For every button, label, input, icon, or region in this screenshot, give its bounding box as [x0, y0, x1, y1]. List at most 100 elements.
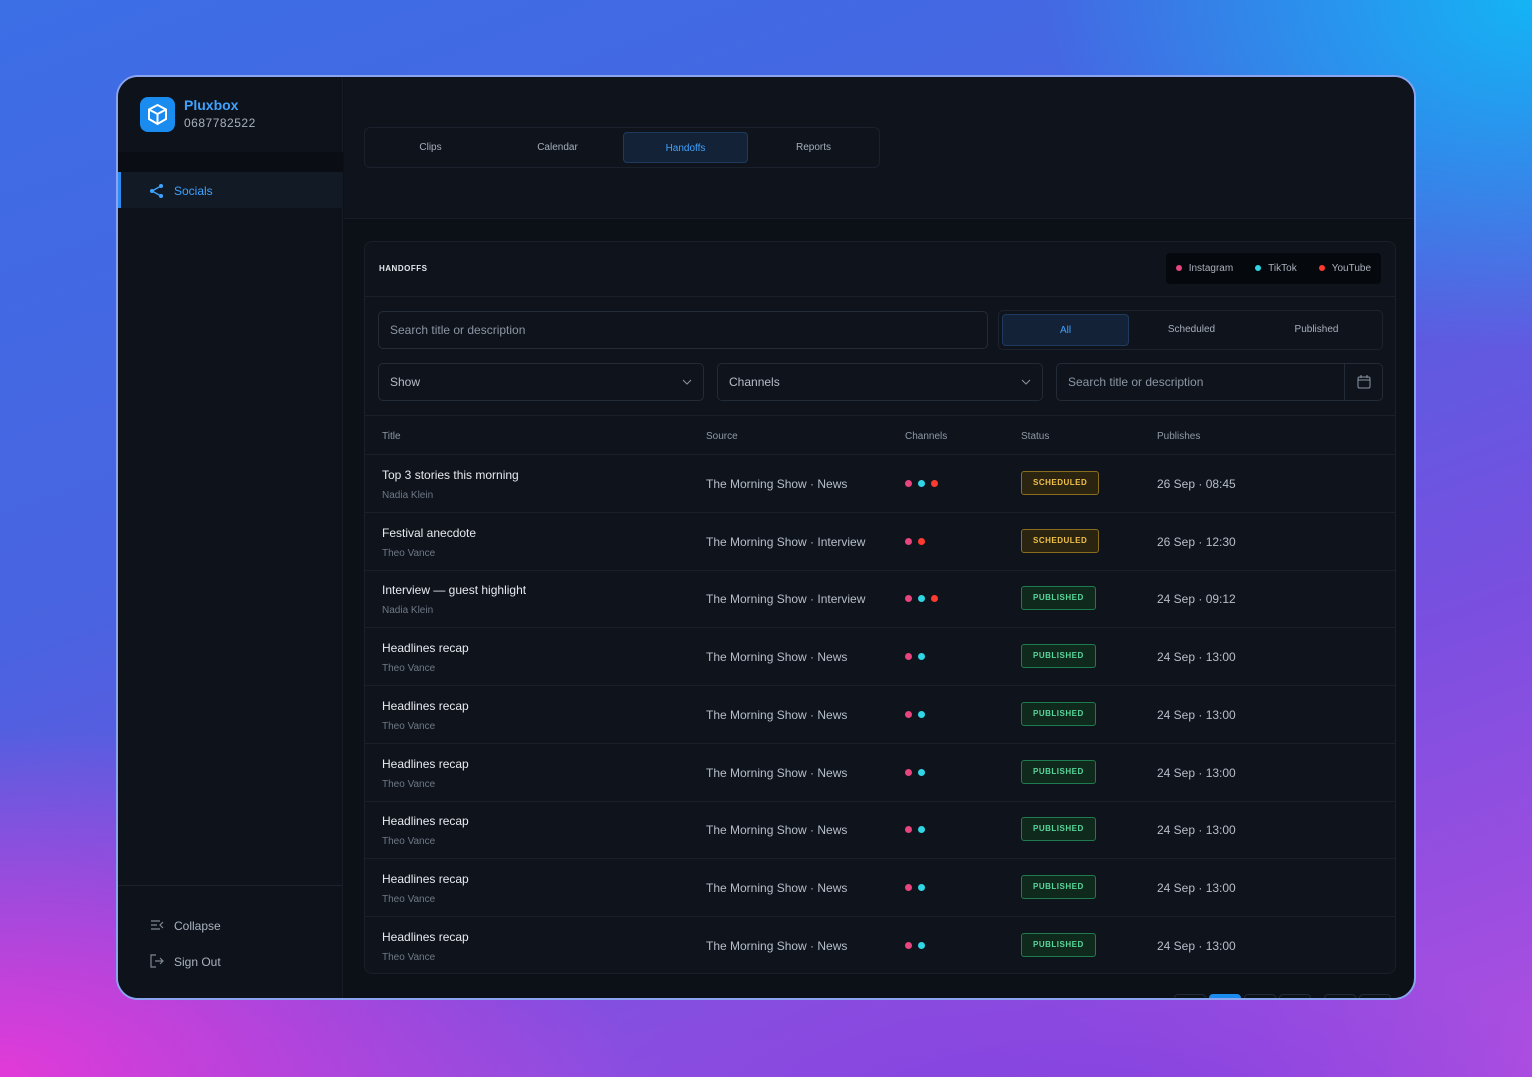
legend-label: YouTube [1331, 263, 1371, 274]
row-publishes: 24 Sep · 13:00 [1157, 650, 1236, 665]
table-row[interactable]: Headlines recap Theo Vance The Morning Sho… [365, 744, 1395, 802]
sign-out[interactable]: Sign Out [174, 955, 221, 969]
row-source: The Morning Show · Interview [706, 592, 866, 607]
channel-dot [905, 595, 912, 603]
tab[interactable]: Reports [795, 142, 831, 153]
row-author: Theo Vance [382, 547, 436, 559]
divider [118, 152, 343, 172]
filter-option[interactable]: All [1002, 314, 1129, 346]
channel-dot [905, 941, 912, 949]
table-row[interactable]: Festival anecdote Theo Vance The Morning S… [365, 513, 1395, 571]
row-author: Theo Vance [382, 720, 436, 732]
channel-dot [905, 480, 912, 487]
chevron [1021, 379, 1031, 385]
select[interactable]: Channels [717, 363, 1043, 401]
table-header: Title Source Channels Status Publishes [365, 415, 1395, 455]
channel-dot [905, 653, 912, 661]
row-publishes: 24 Sep · 13:00 [1157, 765, 1236, 780]
tabs: Clips Calendar Handoffs Reports [364, 127, 880, 168]
filter-option[interactable]: Published [1294, 324, 1339, 335]
table-row[interactable]: Headlines recap Theo Vance The Morning Sho… [365, 917, 1395, 973]
sidebar-footer [118, 885, 343, 886]
row-source: The Morning Show · News [706, 880, 848, 895]
row-author: Theo Vance [382, 778, 436, 790]
placeholder: Search title or description [390, 323, 526, 337]
status-badge: SCHEDULED [1021, 528, 1100, 553]
sidebar: Pluxbox 0687782522 Socials Collapse Sign… [118, 77, 343, 998]
select-label: Channels [729, 375, 780, 389]
page-button[interactable] [1209, 994, 1241, 998]
row-author: Nadia Klein [382, 605, 434, 617]
row-title: Headlines recap [382, 871, 469, 886]
row-author: Theo Vance [382, 663, 436, 675]
search-input[interactable]: Search title or description [378, 311, 988, 349]
page-button[interactable] [1279, 994, 1311, 998]
page-button[interactable] [1244, 994, 1276, 998]
channel-dot [905, 710, 912, 718]
channel-legend: Instagram TikTok YouTube [1165, 253, 1381, 284]
row-author: Theo Vance [382, 951, 436, 963]
column-header: Source [706, 431, 738, 442]
legend-dot [1255, 265, 1262, 271]
page-button[interactable] [1174, 994, 1206, 998]
row-source: The Morning Show · News [706, 650, 848, 665]
legend-label: Instagram [1188, 263, 1234, 274]
divider [365, 296, 1395, 297]
legend-item: TikTok [1255, 263, 1297, 274]
table-row[interactable]: Headlines recap Theo Vance The Morning Sho… [365, 686, 1395, 744]
panel-title: HANDOFFS [379, 264, 428, 273]
legend-item: YouTube [1318, 263, 1371, 274]
calendar-icon [1357, 375, 1370, 389]
row-publishes: 24 Sep · 13:00 [1157, 707, 1236, 722]
table-row[interactable]: Headlines recap Theo Vance The Morning Sho… [365, 859, 1395, 917]
status-filter: All Scheduled Published [998, 310, 1383, 350]
logo [140, 97, 175, 132]
brand-account: 0687782522 [184, 116, 256, 130]
status-badge: PUBLISHED [1021, 817, 1096, 842]
nav-item[interactable]: Socials [118, 172, 343, 208]
row-publishes: 24 Sep · 13:00 [1157, 823, 1236, 838]
table-row[interactable]: Top 3 stories this morning Nadia Klein The… [365, 455, 1395, 513]
channel-dot [905, 883, 912, 891]
row-publishes: 26 Sep · 12:30 [1157, 534, 1236, 549]
calendar-button[interactable] [1344, 364, 1382, 400]
status-badge: PUBLISHED [1021, 874, 1096, 899]
row-author: Nadia Klein [382, 490, 434, 501]
column-header: Title [382, 431, 401, 442]
collapse[interactable]: Collapse [174, 919, 221, 933]
tab[interactable]: Clips [419, 142, 442, 153]
row-publishes: 24 Sep · 13:00 [1157, 880, 1236, 895]
tab[interactable]: Calendar [537, 142, 578, 153]
date-input[interactable]: Search title or description [1056, 363, 1383, 401]
table-row[interactable]: Headlines recap Theo Vance The Morning Sho… [365, 628, 1395, 687]
channel-dot [905, 537, 912, 545]
logo-icon [148, 103, 167, 126]
row-publishes: 24 Sep · 09:12 [1157, 592, 1236, 607]
tab[interactable]: Handoffs [623, 132, 748, 163]
row-source: The Morning Show · News [706, 707, 848, 722]
channel-dot [918, 480, 925, 487]
channel-dot [931, 595, 938, 603]
app-window: Pluxbox 0687782522 Socials Collapse Sign… [116, 75, 1416, 1000]
channel-dot [918, 710, 925, 718]
channel-dot [931, 480, 938, 487]
row-author: Theo Vance [382, 893, 436, 905]
channel-dot [918, 653, 925, 661]
status-badge: PUBLISHED [1021, 586, 1096, 611]
signout-icon [150, 954, 164, 968]
page-button[interactable] [1359, 994, 1391, 998]
legend-dot [1318, 265, 1325, 271]
page-button[interactable] [1324, 994, 1356, 998]
table-row[interactable]: Headlines recap Theo Vance The Morning Sho… [365, 801, 1395, 860]
row-title: Top 3 stories this morning [382, 468, 519, 482]
legend-label: TikTok [1268, 263, 1297, 274]
row-source: The Morning Show · Interview [706, 534, 866, 549]
handoffs-panel: HANDOFFS Instagram TikTok YouTube Search t… [364, 241, 1396, 974]
select[interactable]: Show [378, 363, 704, 401]
row-title: Headlines recap [382, 756, 469, 771]
filter-option[interactable]: Scheduled [1167, 324, 1216, 335]
table-row[interactable]: Interview — guest highlight Nadia Klein Th… [365, 570, 1395, 629]
row-source: The Morning Show · News [706, 477, 848, 491]
channel-dot [905, 768, 912, 776]
channel-dot [918, 826, 925, 834]
